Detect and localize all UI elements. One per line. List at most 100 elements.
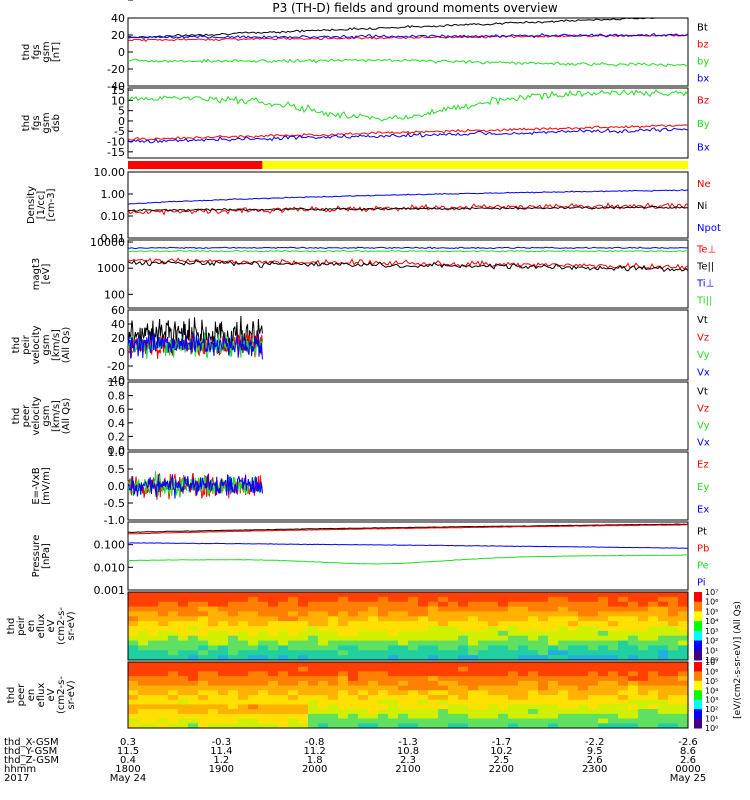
heat-cell	[558, 699, 569, 705]
heat-cell	[408, 650, 419, 656]
heat-cell	[268, 676, 279, 682]
heat-cell	[428, 645, 439, 651]
heat-cell	[168, 713, 179, 720]
heat-cell	[308, 666, 319, 672]
heat-cell	[518, 680, 529, 687]
heat-cell	[158, 606, 169, 612]
heat-cell	[678, 592, 689, 598]
heat-cell	[498, 650, 509, 656]
heat-cell	[258, 685, 269, 691]
heat-cell	[138, 616, 149, 622]
heat-cell	[418, 666, 429, 672]
heat-cell	[278, 680, 289, 687]
heat-cell	[348, 704, 359, 710]
heat-cell	[548, 666, 559, 672]
heat-cell	[248, 635, 259, 642]
figure-title: P3 (TH-D) fields and ground moments over…	[272, 1, 557, 15]
heat-cell	[558, 695, 569, 701]
heat-cell	[318, 695, 329, 701]
heat-cell	[268, 655, 279, 661]
heat-cell	[198, 662, 209, 668]
heat-cell	[228, 695, 239, 701]
heat-cell	[268, 671, 279, 677]
heat-cell	[148, 666, 159, 672]
heat-cell	[538, 645, 549, 651]
ylabel-line: gsm	[41, 334, 52, 355]
ylabel-line: thd	[21, 115, 32, 132]
legend-Ez: Ez	[697, 459, 709, 470]
xrow-value: 9.5	[587, 746, 603, 757]
heat-cell	[188, 680, 199, 687]
heat-cell	[568, 655, 579, 661]
heat-cell	[168, 723, 179, 729]
heat-cell	[378, 718, 389, 724]
xrow-value: 11.5	[117, 746, 139, 757]
heat-cell	[328, 655, 339, 661]
heat-cell	[498, 666, 509, 672]
heat-cell	[538, 601, 549, 608]
heat-cell	[168, 699, 179, 705]
heat-cell	[578, 635, 589, 642]
heat-cell	[518, 709, 529, 715]
heat-cell	[258, 640, 269, 646]
heat-cell	[528, 621, 539, 627]
heat-cell	[448, 690, 459, 696]
heat-cell	[238, 640, 249, 646]
heat-cell	[318, 640, 329, 646]
heat-cell	[418, 671, 429, 677]
heat-cell	[218, 685, 229, 691]
heat-cell	[248, 626, 259, 632]
heat-cell	[398, 592, 409, 598]
heat-cell	[188, 650, 199, 656]
heat-cell	[168, 606, 179, 612]
heat-cell	[578, 704, 589, 710]
heat-cell	[348, 680, 359, 687]
heat-cell	[258, 709, 269, 715]
heat-cell	[338, 718, 349, 724]
heat-cell	[428, 685, 439, 691]
heat-cell	[618, 596, 629, 603]
heat-cell	[498, 685, 509, 691]
heat-cell	[218, 718, 229, 724]
ylabel-line: (All Qs)	[61, 398, 72, 435]
heat-cell	[128, 645, 139, 651]
heat-cell	[488, 699, 499, 705]
heat-cell	[218, 666, 229, 672]
heat-cell	[428, 676, 439, 682]
heat-cell	[398, 655, 409, 661]
heat-cell	[308, 695, 319, 701]
heat-cell	[158, 621, 169, 627]
heat-cell	[578, 666, 589, 672]
heat-cell	[258, 671, 269, 677]
heat-cell	[398, 676, 409, 682]
xrow-label: thd_Y-GSM	[4, 746, 57, 757]
heat-cell	[648, 616, 659, 622]
heat-cell	[408, 713, 419, 720]
ylabel-line: peer	[21, 404, 32, 428]
heat-cell	[378, 690, 389, 696]
heat-cell	[478, 635, 489, 642]
heat-cell	[278, 596, 289, 603]
heat-cell	[558, 640, 569, 646]
heat-cell	[238, 695, 249, 701]
heat-cell	[478, 621, 489, 627]
heat-cell	[328, 723, 339, 729]
heat-cell	[148, 621, 159, 627]
colorbar-band	[694, 621, 702, 632]
heat-cell	[558, 685, 569, 691]
heat-cell	[358, 616, 369, 622]
heat-cell	[328, 709, 339, 715]
heat-cell	[248, 596, 259, 603]
heat-cell	[618, 704, 629, 710]
heat-cell	[148, 650, 159, 656]
heat-cell	[358, 645, 369, 651]
heat-cell	[528, 626, 539, 632]
heat-cell	[328, 645, 339, 651]
heat-cell	[548, 645, 559, 651]
heat-cell	[598, 695, 609, 701]
heat-cell	[638, 626, 649, 632]
heat-cell	[498, 640, 509, 646]
heat-cell	[638, 671, 649, 677]
legend-Vt: Vt	[697, 315, 708, 326]
heat-cell	[318, 601, 329, 608]
